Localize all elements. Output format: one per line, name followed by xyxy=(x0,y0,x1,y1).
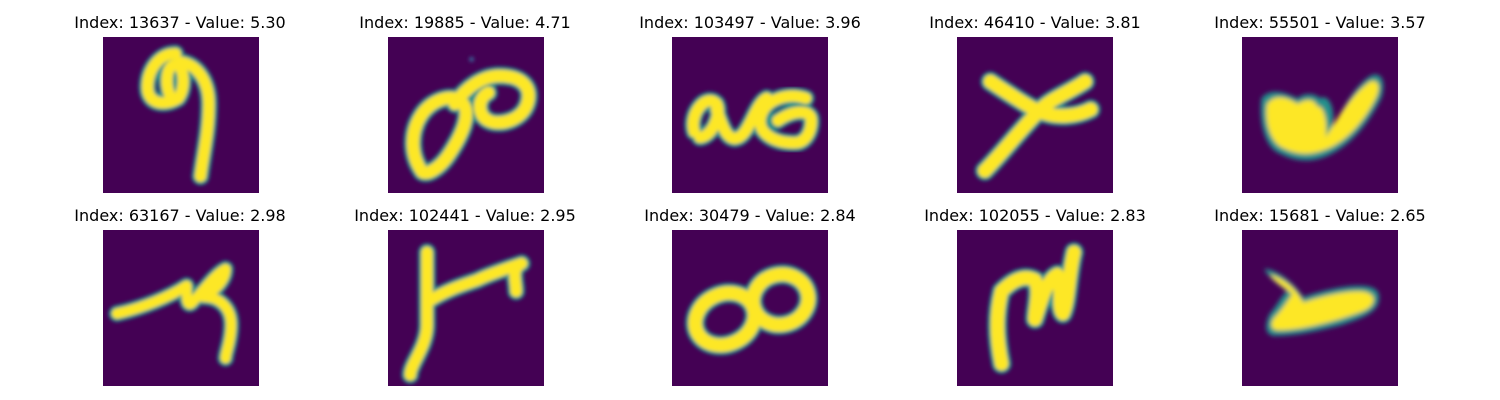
panel-title-7: Index: 102441 - Value: 2.95 xyxy=(354,206,576,225)
panel-title-1: Index: 13637 - Value: 5.30 xyxy=(74,13,286,32)
lambda-like-shape-glyph xyxy=(1242,230,1398,386)
panel-title-3: Index: 103497 - Value: 3.96 xyxy=(639,13,861,32)
ac-like-letters-glyph xyxy=(672,37,828,193)
panel-image-8 xyxy=(672,230,828,386)
double-o-loops-glyph xyxy=(672,230,828,386)
x-like-cross-glyph xyxy=(957,37,1113,193)
panel-title-10: Index: 15681 - Value: 2.65 xyxy=(1214,206,1426,225)
zigzag-stroke-glyph xyxy=(103,230,259,386)
filled-w-shape-glyph xyxy=(1242,37,1398,193)
panel-image-2 xyxy=(388,37,544,193)
panel-image-6 xyxy=(103,230,259,386)
panel-title-8: Index: 30479 - Value: 2.84 xyxy=(644,206,856,225)
m-like-shape-glyph xyxy=(957,230,1113,386)
panel-image-3 xyxy=(672,37,828,193)
panel-title-5: Index: 55501 - Value: 3.57 xyxy=(1214,13,1426,32)
panel-image-5 xyxy=(1242,37,1398,193)
panel-title-6: Index: 63167 - Value: 2.98 xyxy=(74,206,286,225)
panel-title-9: Index: 102055 - Value: 2.83 xyxy=(924,206,1146,225)
panel-image-7 xyxy=(388,230,544,386)
nine-like-digit-glyph xyxy=(103,37,259,193)
panel-image-10 xyxy=(1242,230,1398,386)
panel-title-4: Index: 46410 - Value: 3.81 xyxy=(929,13,1141,32)
y-like-arrow-glyph xyxy=(388,230,544,386)
panel-title-2: Index: 19885 - Value: 4.71 xyxy=(359,13,571,32)
infinity-like-loops-glyph xyxy=(388,37,544,193)
panel-image-4 xyxy=(957,37,1113,193)
panel-image-9 xyxy=(957,230,1113,386)
panel-image-1 xyxy=(103,37,259,193)
